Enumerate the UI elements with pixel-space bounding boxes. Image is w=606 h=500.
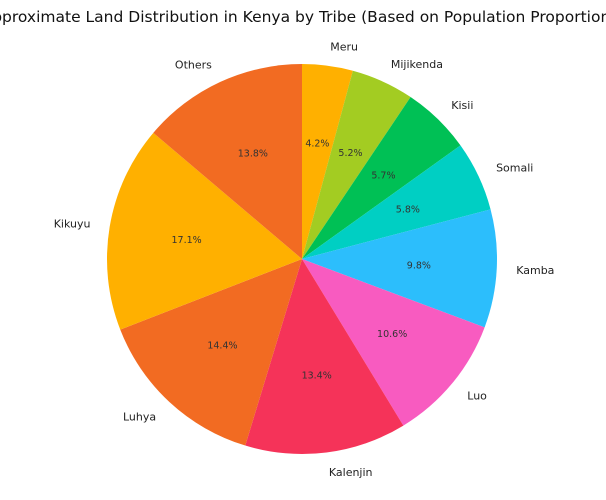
slice-label: Meru bbox=[330, 40, 358, 53]
pie-slice-kamba bbox=[302, 209, 497, 328]
pie-slice-kalenjin bbox=[245, 259, 404, 454]
slice-label: Luo bbox=[467, 390, 487, 403]
slice-label: Somali bbox=[496, 162, 533, 175]
pie-slice-luo bbox=[302, 259, 485, 426]
slice-label: Kalenjin bbox=[329, 466, 373, 479]
pie-slice-kisii bbox=[302, 97, 461, 259]
slice-percent-label: 13.8% bbox=[238, 148, 268, 159]
pie-slice-kikuyu bbox=[106, 132, 302, 330]
slice-percent-label: 4.2% bbox=[305, 139, 329, 150]
slice-percent-label: 5.8% bbox=[396, 205, 420, 216]
slice-percent-label: 5.2% bbox=[338, 148, 362, 159]
pie-slice-mijikenda bbox=[302, 70, 411, 259]
slice-percent-label: 10.6% bbox=[377, 329, 407, 340]
slice-label: Kisii bbox=[451, 99, 473, 112]
slice-label: Others bbox=[175, 58, 212, 71]
slice-percent-label: 5.7% bbox=[371, 170, 395, 181]
slice-percent-label: 9.8% bbox=[407, 260, 431, 271]
slice-label: Mijikenda bbox=[391, 58, 443, 71]
chart-title: Approximate Land Distribution in Kenya b… bbox=[0, 8, 606, 26]
pie-slice-somali bbox=[302, 145, 491, 259]
slice-label: Kikuyu bbox=[54, 217, 91, 230]
pie-slice-meru bbox=[302, 64, 353, 259]
slice-percent-label: 14.4% bbox=[207, 340, 237, 351]
slice-label: Luhya bbox=[123, 410, 156, 423]
pie-slice-others bbox=[153, 64, 302, 259]
slice-percent-label: 17.1% bbox=[172, 235, 202, 246]
slice-label: Kamba bbox=[516, 264, 554, 277]
pie-slice-luhya bbox=[120, 259, 303, 446]
slice-percent-label: 13.4% bbox=[302, 371, 332, 382]
